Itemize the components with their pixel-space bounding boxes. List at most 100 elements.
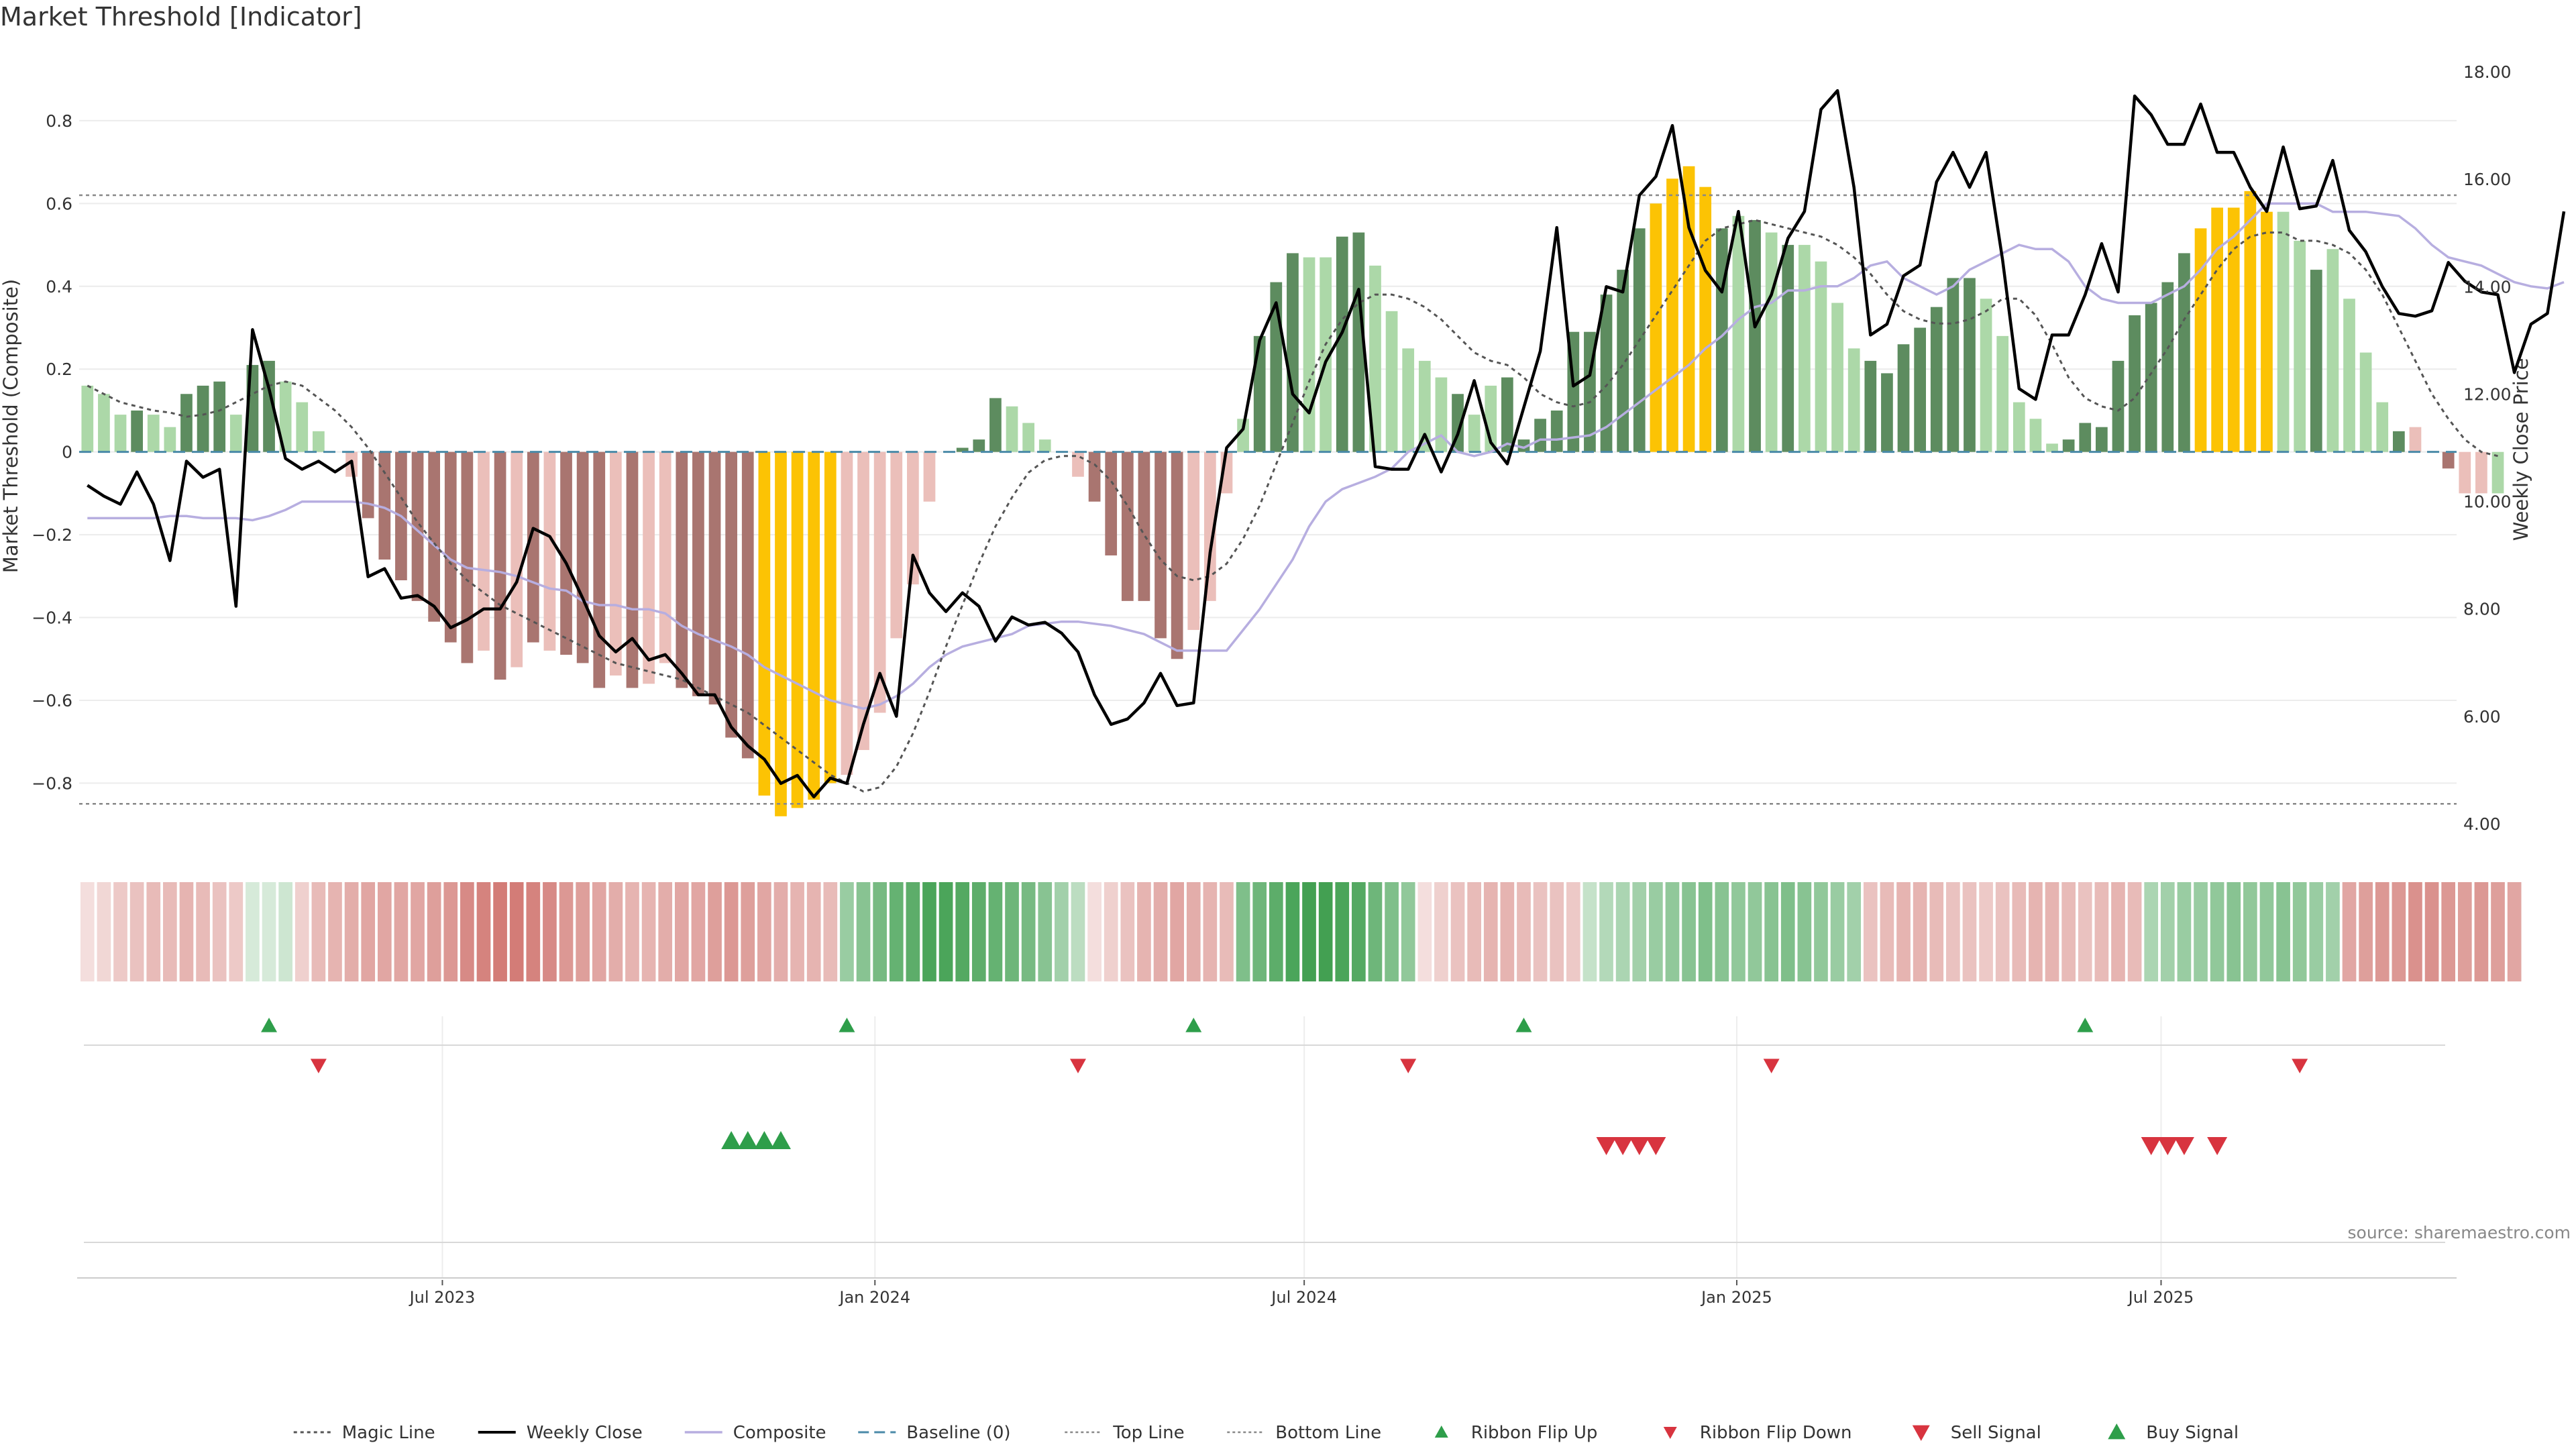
y-right-tick-label: 18.00 bbox=[2463, 62, 2512, 82]
ribbon-cell bbox=[806, 882, 821, 981]
y-right-tick-label: 14.00 bbox=[2463, 277, 2512, 297]
ribbon-cell bbox=[2045, 882, 2059, 981]
ribbon-cell bbox=[2491, 882, 2505, 981]
ribbon-cell bbox=[1352, 882, 1366, 981]
ribbon-cell bbox=[1318, 882, 1333, 981]
sell-signal-marker bbox=[2207, 1137, 2228, 1155]
ribbon-cell bbox=[311, 882, 326, 981]
ribbon-cell bbox=[938, 882, 953, 981]
legend: Magic Line Weekly Close Composite Baseline … bbox=[293, 1423, 2239, 1443]
composite-bar bbox=[2244, 191, 2257, 452]
composite-bar bbox=[428, 451, 440, 622]
composite-bar bbox=[2310, 270, 2322, 452]
y-right-tick-label: 10.00 bbox=[2463, 492, 2512, 512]
x-tick-label: Jan 2025 bbox=[1700, 1288, 1772, 1307]
ribbon-cell bbox=[294, 882, 309, 981]
composite-bar bbox=[2376, 402, 2389, 452]
ribbon-cell bbox=[113, 882, 127, 981]
ribbon-cell bbox=[97, 882, 111, 981]
composite-bar bbox=[1418, 360, 1431, 452]
composite-bar bbox=[1501, 377, 1513, 452]
composite-bar bbox=[1782, 245, 1794, 452]
composite-bar bbox=[989, 398, 1002, 452]
ribbon-flip-down-marker bbox=[1400, 1059, 1417, 1073]
composite-bar bbox=[1287, 253, 1299, 452]
ribbon-cell bbox=[1450, 882, 1465, 981]
buy-signal-marker bbox=[721, 1131, 742, 1149]
x-tick-label: Jan 2024 bbox=[838, 1288, 910, 1307]
composite-bar bbox=[494, 451, 506, 680]
sell-signal-marker bbox=[1613, 1137, 1633, 1155]
ribbon-cell bbox=[641, 882, 656, 981]
ribbon-cell bbox=[1186, 882, 1201, 981]
composite-bar bbox=[1336, 236, 1348, 452]
composite-bar bbox=[1847, 348, 1860, 452]
composite-bar bbox=[808, 451, 820, 800]
ribbon-cell bbox=[724, 882, 739, 981]
ribbon-cell bbox=[212, 882, 227, 981]
composite-bar bbox=[725, 451, 737, 738]
y-left-tick-label: −0.8 bbox=[32, 773, 72, 793]
ribbon-cell bbox=[1467, 882, 1481, 981]
sell-signal-marker bbox=[1596, 1137, 1617, 1155]
composite-bar bbox=[1006, 406, 1018, 452]
ribbon-flip-up-marker bbox=[839, 1018, 855, 1032]
ribbon-cell bbox=[988, 882, 1003, 981]
composite-bar bbox=[2294, 240, 2306, 452]
composite-bar bbox=[2343, 299, 2355, 452]
ribbon-cell bbox=[1929, 882, 1944, 981]
ribbon-cell bbox=[493, 882, 507, 981]
composite-bar bbox=[411, 451, 424, 601]
legend-swatch bbox=[1434, 1426, 1448, 1438]
ribbon-cell bbox=[1500, 882, 1515, 981]
composite-bar bbox=[1550, 410, 1563, 452]
ribbon-cell bbox=[2029, 882, 2043, 981]
sell-signal-marker bbox=[1646, 1137, 1666, 1155]
ribbon-cell bbox=[2226, 882, 2241, 981]
ribbon-cell bbox=[2160, 882, 2175, 981]
ribbon-cell bbox=[1005, 882, 1019, 981]
composite-bar bbox=[824, 451, 837, 784]
composite-bar bbox=[1121, 451, 1134, 601]
composite-bar bbox=[1138, 451, 1150, 601]
y-right-tick-label: 6.00 bbox=[2463, 707, 2501, 727]
ribbon-cell bbox=[1649, 882, 1663, 981]
composite-bar bbox=[1749, 220, 1761, 452]
composite-bar bbox=[1765, 232, 1778, 452]
legend-label: Ribbon Flip Down bbox=[1700, 1423, 1852, 1443]
sell-signal-marker bbox=[2157, 1137, 2178, 1155]
axes: −0.8 −0.6 −0.4 −0.2 0 0.2 0.4 0.6 0.8 4.00 6.00 8.0… bbox=[32, 62, 2511, 1307]
composite-bar bbox=[2161, 282, 2174, 452]
composite-bar bbox=[1022, 423, 1034, 452]
ribbon-cell bbox=[2309, 882, 2324, 981]
legend-label: Bottom Line bbox=[1275, 1423, 1381, 1443]
composite-bar bbox=[610, 451, 622, 676]
ribbon-cell bbox=[377, 882, 392, 981]
ribbon-cell bbox=[873, 882, 887, 981]
ribbon-cell bbox=[2194, 882, 2208, 981]
ribbon-cell bbox=[262, 882, 276, 981]
ribbon-cell bbox=[1863, 882, 1878, 981]
composite-bar bbox=[593, 451, 606, 688]
ribbon-cell bbox=[80, 882, 95, 981]
composite-bar bbox=[279, 381, 292, 452]
y-left-tick-label: −0.6 bbox=[32, 691, 72, 710]
ribbon-cell bbox=[1220, 882, 1234, 981]
ribbon-cell bbox=[1682, 882, 1696, 981]
ribbon-cell bbox=[674, 882, 689, 981]
composite-bar bbox=[313, 431, 325, 452]
ribbon-cell bbox=[559, 882, 574, 981]
ribbon-cell bbox=[229, 882, 244, 981]
composite-bar bbox=[478, 451, 490, 651]
composite-bar bbox=[527, 451, 539, 643]
ribbon-cell bbox=[509, 882, 524, 981]
ribbon-cell bbox=[1748, 882, 1762, 981]
y-right-tick-label: 8.00 bbox=[2463, 600, 2501, 619]
sell-signal-marker bbox=[1629, 1137, 1650, 1155]
ribbon-cell bbox=[1715, 882, 1729, 981]
ribbon-cell bbox=[1566, 882, 1580, 981]
ribbon-cell bbox=[1038, 882, 1053, 981]
legend-label: Sell Signal bbox=[1951, 1423, 2041, 1443]
ribbon-cell bbox=[1137, 882, 1151, 981]
ribbon-cell bbox=[196, 882, 210, 981]
